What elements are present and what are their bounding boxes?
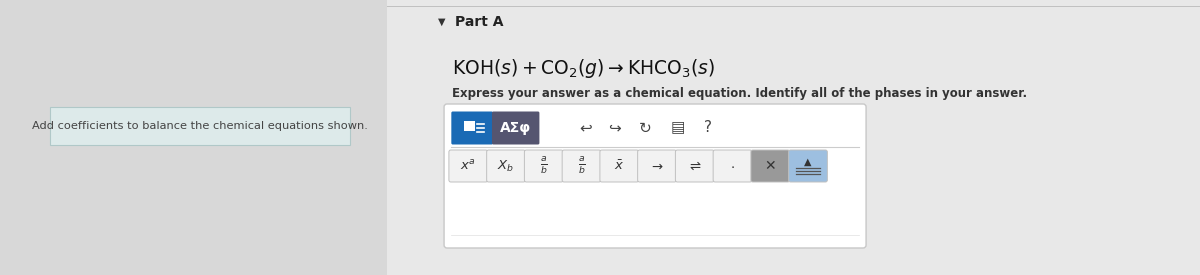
FancyBboxPatch shape bbox=[676, 150, 714, 182]
Text: $x^a$: $x^a$ bbox=[461, 159, 476, 173]
Text: $\cdot$: $\cdot$ bbox=[730, 160, 734, 172]
Text: ▼: ▼ bbox=[438, 17, 445, 27]
Text: ✕: ✕ bbox=[764, 159, 776, 173]
FancyBboxPatch shape bbox=[637, 150, 677, 182]
Text: ?: ? bbox=[704, 120, 713, 136]
Text: $X_b$: $X_b$ bbox=[498, 158, 515, 174]
FancyBboxPatch shape bbox=[600, 150, 638, 182]
FancyBboxPatch shape bbox=[492, 111, 540, 144]
FancyBboxPatch shape bbox=[449, 150, 487, 182]
FancyBboxPatch shape bbox=[444, 104, 866, 248]
FancyBboxPatch shape bbox=[713, 150, 752, 182]
FancyBboxPatch shape bbox=[524, 150, 563, 182]
FancyBboxPatch shape bbox=[788, 150, 827, 182]
FancyBboxPatch shape bbox=[751, 150, 790, 182]
Text: $\bar{x}$: $\bar{x}$ bbox=[614, 159, 624, 173]
Text: ↪: ↪ bbox=[608, 120, 620, 136]
FancyBboxPatch shape bbox=[487, 150, 526, 182]
FancyBboxPatch shape bbox=[50, 107, 350, 145]
Text: ▲: ▲ bbox=[804, 157, 811, 167]
Text: ▤: ▤ bbox=[670, 120, 684, 136]
Text: $\rightarrow$: $\rightarrow$ bbox=[649, 160, 665, 172]
Text: Add coefficients to balance the chemical equations shown.: Add coefficients to balance the chemical… bbox=[32, 121, 368, 131]
Text: $\frac{a}{b}$: $\frac{a}{b}$ bbox=[540, 156, 547, 176]
Text: AΣφ: AΣφ bbox=[500, 121, 532, 135]
Text: ↩: ↩ bbox=[580, 120, 592, 136]
Text: ↻: ↻ bbox=[640, 120, 652, 136]
FancyBboxPatch shape bbox=[562, 150, 601, 182]
FancyBboxPatch shape bbox=[386, 0, 1200, 275]
Text: $\mathrm{KOH}(s)+\mathrm{CO_2}(g){\rightarrow}\mathrm{KHCO_3}(s)$: $\mathrm{KOH}(s)+\mathrm{CO_2}(g){\right… bbox=[452, 56, 715, 79]
Text: $\frac{a}{b}$: $\frac{a}{b}$ bbox=[577, 156, 586, 176]
Text: $\rightleftharpoons$: $\rightleftharpoons$ bbox=[688, 160, 702, 172]
FancyBboxPatch shape bbox=[451, 111, 493, 144]
Text: Express your answer as a chemical equation. Identify all of the phases in your a: Express your answer as a chemical equati… bbox=[452, 87, 1027, 100]
Text: Part A: Part A bbox=[455, 15, 503, 29]
FancyBboxPatch shape bbox=[464, 121, 475, 131]
